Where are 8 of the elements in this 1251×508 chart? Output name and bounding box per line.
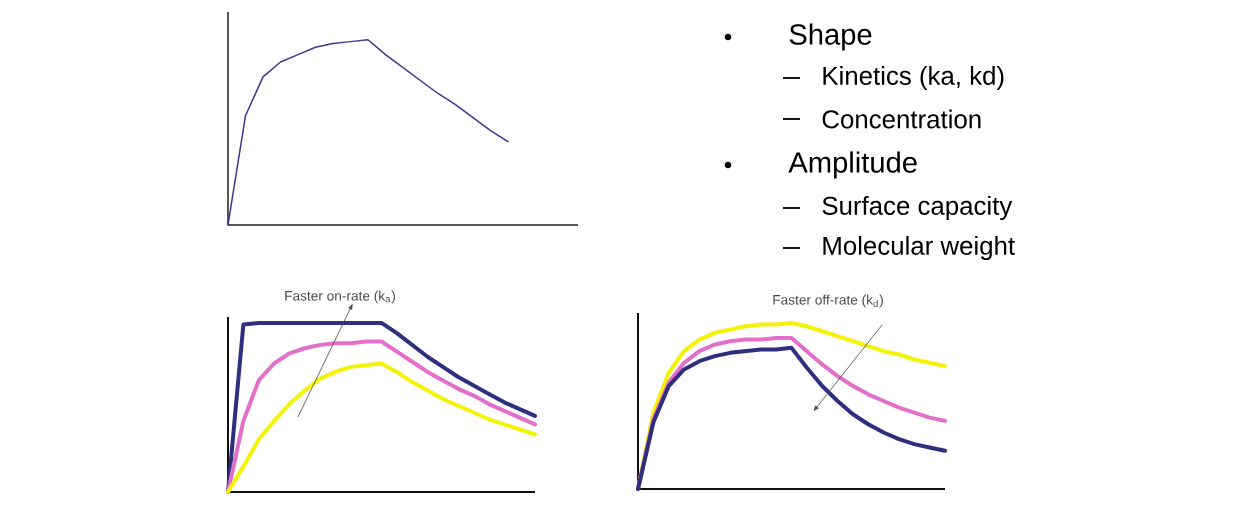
text: Concentration [822, 109, 981, 129]
text: Amplitude [788, 151, 917, 179]
text: Faster off-rate (k$_{d}$) [773, 294, 883, 308]
text: Molecular weight [823, 235, 1015, 261]
text: Shape [789, 23, 872, 51]
text: Kinetics (ka, kd) [823, 65, 1004, 91]
text: Faster on-rate (k$_{a}$) [285, 290, 396, 304]
text: Surface capacity [822, 195, 1013, 221]
